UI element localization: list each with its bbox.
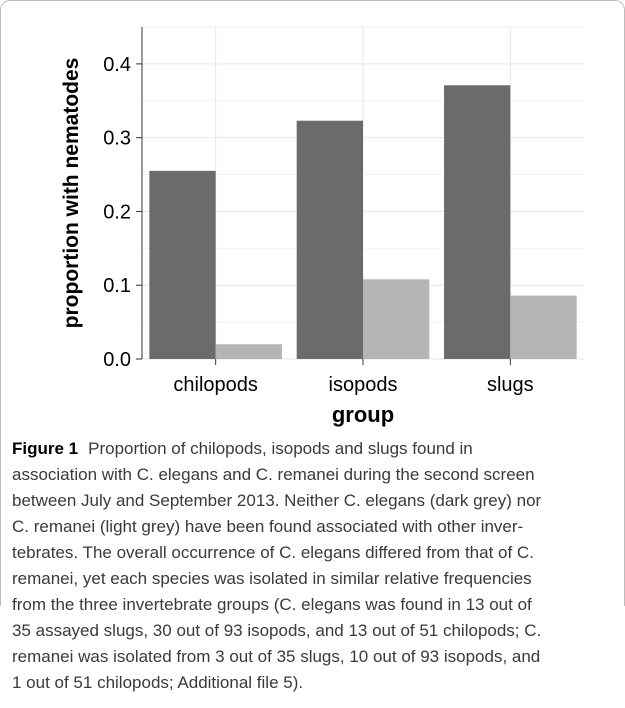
caption-line-10: 1 out of 51 chilopods; Additional file 5… bbox=[12, 673, 304, 692]
y-tick-label: 0.2 bbox=[103, 201, 131, 223]
bar-isopods-remanei bbox=[363, 279, 430, 359]
caption-line-5: tebrates. The overall occurrence of C. e… bbox=[12, 543, 534, 562]
caption-line-2: association with C. elegans and C. reman… bbox=[12, 465, 535, 484]
caption-line-3: between July and September 2013. Neither… bbox=[12, 491, 542, 510]
caption-line-4: C. remanei (light grey) have been found … bbox=[12, 517, 524, 536]
bars bbox=[149, 85, 577, 359]
y-ticks: 0.0 0.1 0.2 0.3 0.4 bbox=[103, 54, 142, 371]
y-axis-label: proportion with nematodes bbox=[60, 58, 83, 329]
x-tick-label: chilopods bbox=[173, 374, 258, 396]
x-tick-label: slugs bbox=[487, 374, 534, 396]
caption-line-8: 35 assayed slugs, 30 out of 93 isopods, … bbox=[12, 621, 542, 640]
caption-line-1: Figure 1 Proportion of chilopods, isopods… bbox=[12, 439, 473, 458]
y-tick-label: 0.4 bbox=[103, 54, 131, 76]
frame-mask bbox=[0, 606, 625, 708]
bar-chilopods-remanei bbox=[215, 344, 282, 359]
bar-chart: 0.0 0.1 0.2 0.3 0.4 chilopods isopods slugs pr… bbox=[60, 26, 584, 427]
caption-line-6: remanei, yet each species was isolated i… bbox=[12, 569, 532, 588]
caption-line-9: remanei was isolated from 3 out of 35 sl… bbox=[12, 647, 541, 666]
x-axis-label: group bbox=[332, 402, 394, 427]
y-tick-label: 0.3 bbox=[103, 128, 131, 150]
y-tick-label: 0.0 bbox=[103, 349, 131, 371]
figure-caption: Figure 1 Proportion of chilopods, isopods… bbox=[12, 436, 612, 696]
x-ticks: chilopods isopods slugs bbox=[173, 359, 534, 396]
x-tick-label: isopods bbox=[329, 374, 398, 396]
y-tick-label: 0.1 bbox=[103, 275, 131, 297]
bar-isopods-elegans bbox=[296, 120, 363, 359]
figure-label: Figure 1 bbox=[12, 439, 79, 458]
caption-line-7: from the three invertebrate groups (C. e… bbox=[12, 595, 532, 614]
bar-slugs-remanei bbox=[510, 295, 577, 359]
bar-chilopods-elegans bbox=[149, 170, 216, 359]
bar-slugs-elegans bbox=[444, 85, 511, 359]
